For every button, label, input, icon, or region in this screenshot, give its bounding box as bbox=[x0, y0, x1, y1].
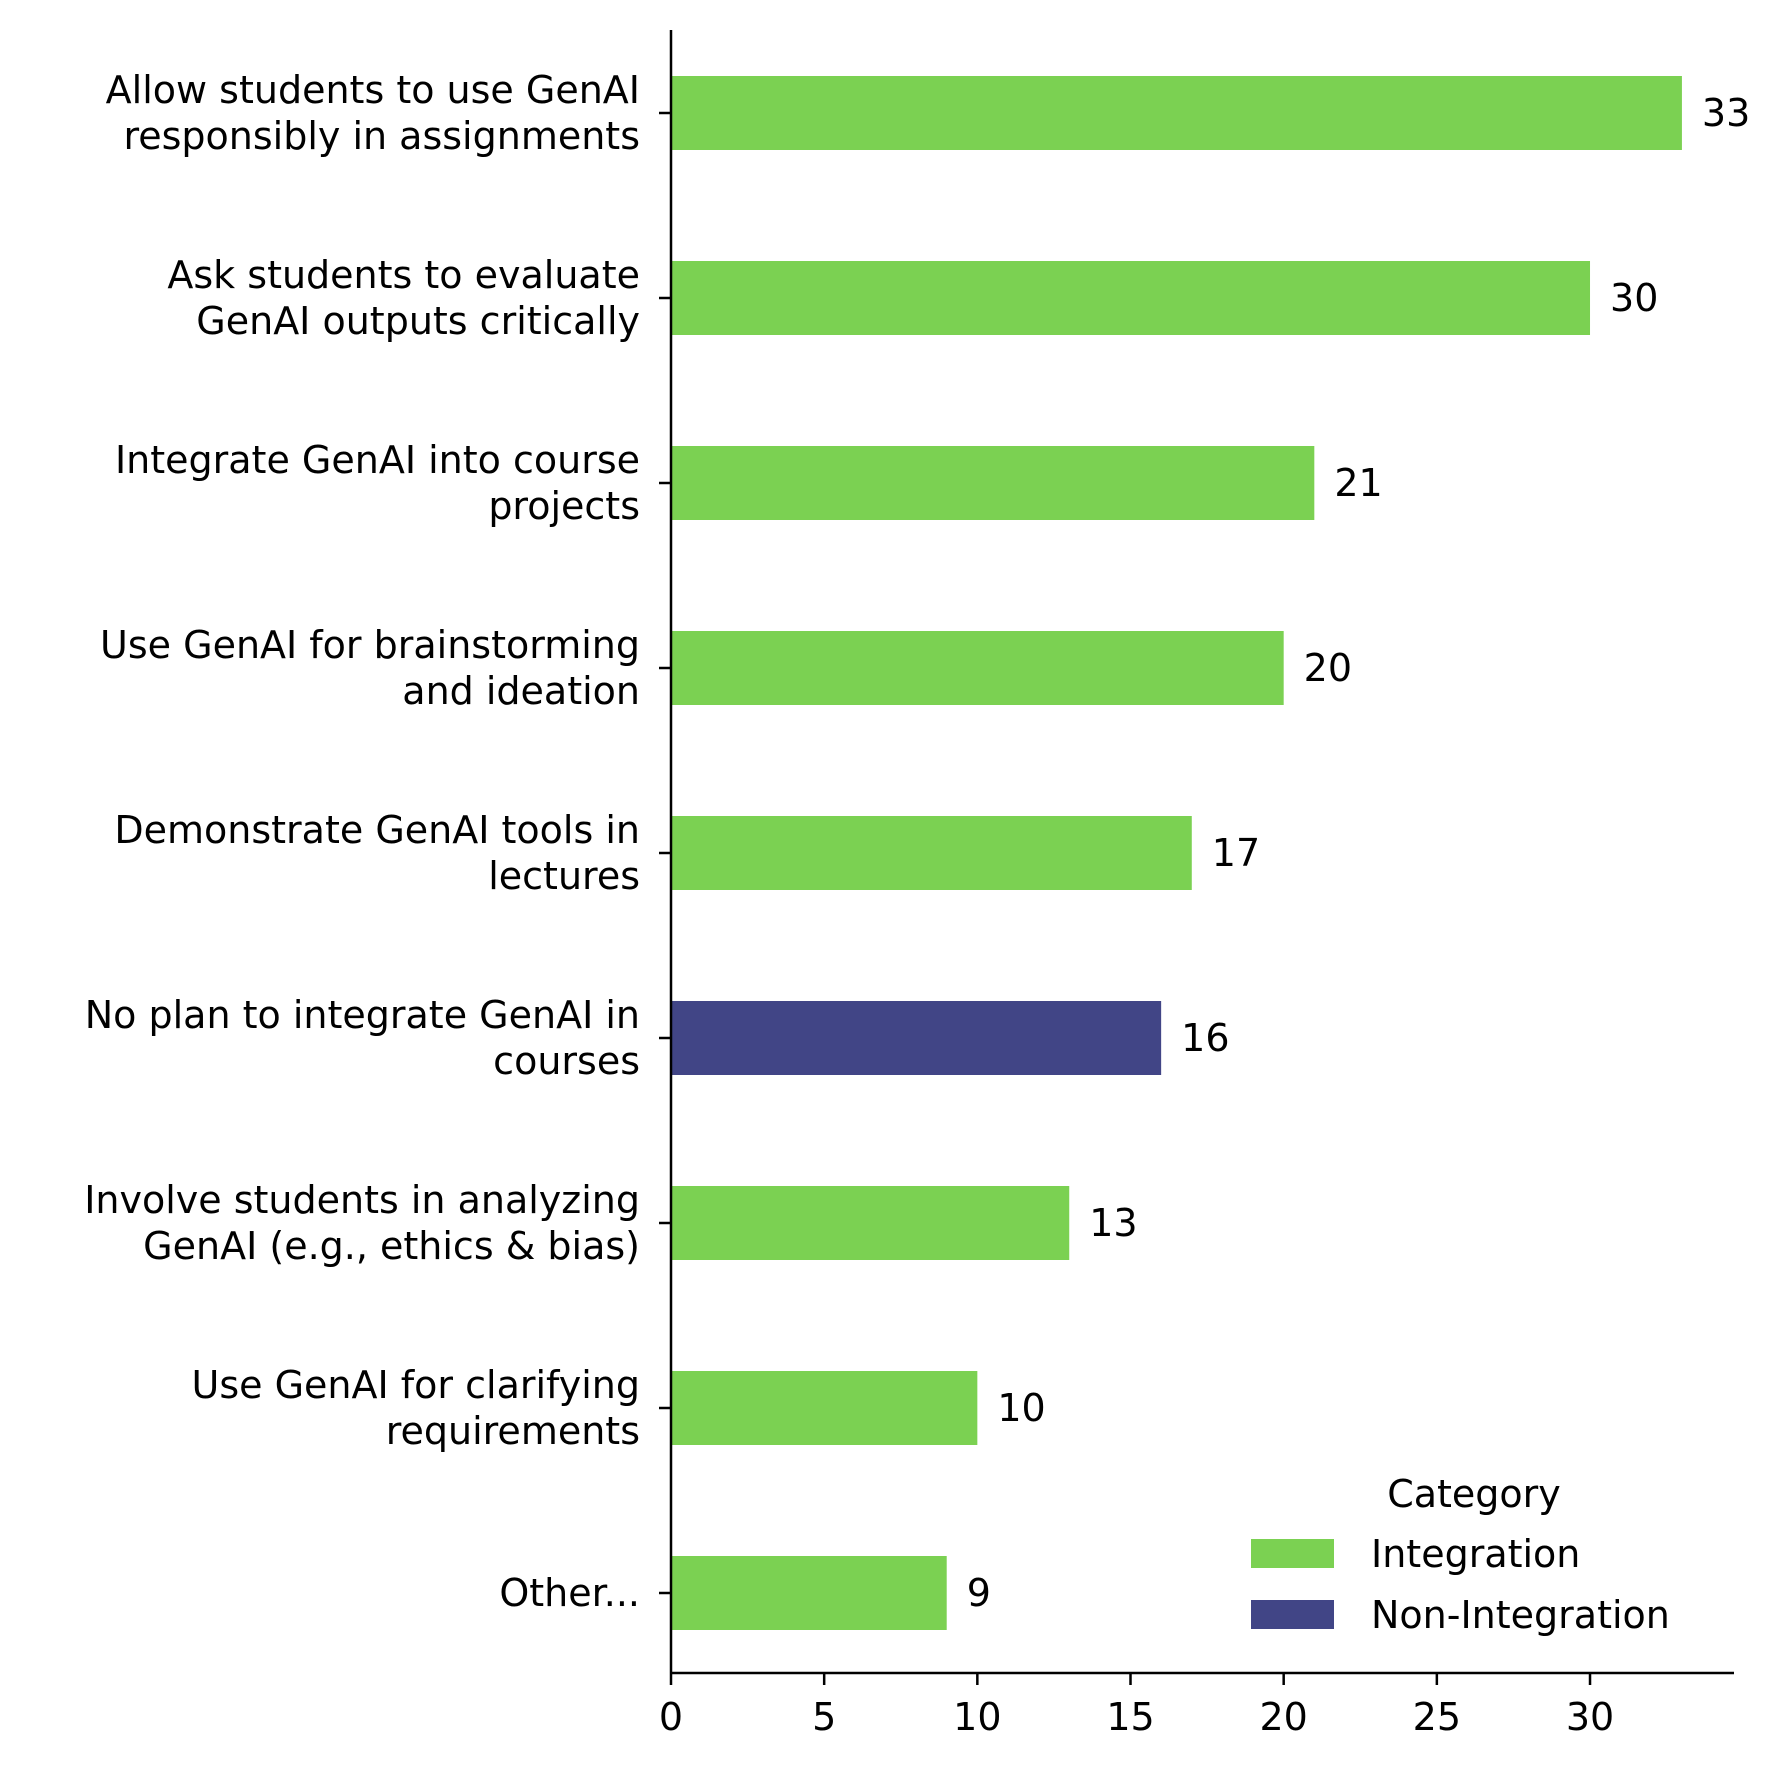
x-tick-label-0: 0 bbox=[659, 1695, 683, 1739]
x-tick-label-6: 30 bbox=[1566, 1695, 1614, 1739]
category-label-6-line-0: Involve students in analyzing bbox=[84, 1178, 640, 1222]
x-tick-label-5: 25 bbox=[1413, 1695, 1461, 1739]
x-tick-label-2: 10 bbox=[953, 1695, 1001, 1739]
category-label-1-line-0: Ask students to evaluate bbox=[167, 253, 640, 297]
category-label-5-line-0: No plan to integrate GenAI in bbox=[85, 993, 640, 1037]
bar-1 bbox=[671, 261, 1591, 335]
value-label-5: 16 bbox=[1181, 1016, 1229, 1060]
bar-2 bbox=[671, 446, 1315, 520]
value-labels-group: 33 30 21 20 17 16 13 10 9 bbox=[967, 91, 1751, 1615]
category-label-0-line-1: responsibly in assignments bbox=[123, 114, 640, 158]
x-tick-label-4: 20 bbox=[1260, 1695, 1308, 1739]
value-label-7: 10 bbox=[997, 1386, 1045, 1430]
category-label-2-line-1: projects bbox=[488, 484, 640, 528]
bar-8 bbox=[671, 1556, 947, 1630]
category-label-0-line-0: Allow students to use GenAI bbox=[106, 68, 640, 112]
legend-swatch-non-integration bbox=[1251, 1600, 1334, 1629]
bar-5 bbox=[671, 1001, 1162, 1075]
x-tick-label-1: 5 bbox=[812, 1695, 836, 1739]
category-label-3-line-0: Use GenAI for brainstorming bbox=[100, 623, 640, 667]
category-label-7-line-0: Use GenAI for clarifying bbox=[192, 1363, 640, 1407]
bars-group bbox=[671, 76, 1682, 1630]
category-label-5-line-1: courses bbox=[493, 1039, 640, 1083]
legend-label-non-integration: Non-Integration bbox=[1371, 1593, 1670, 1637]
category-label-4-line-1: lectures bbox=[488, 854, 640, 898]
legend-swatch-integration bbox=[1251, 1539, 1334, 1568]
legend-label-integration: Integration bbox=[1371, 1532, 1580, 1576]
value-label-4: 17 bbox=[1212, 831, 1260, 875]
category-label-4-line-0: Demonstrate GenAI tools in bbox=[114, 808, 640, 852]
category-label-3-line-1: and ideation bbox=[402, 669, 640, 713]
bar-3 bbox=[671, 631, 1284, 705]
x-axis: 0 5 10 15 20 25 30 bbox=[659, 1671, 1734, 1739]
value-label-6: 13 bbox=[1089, 1201, 1137, 1245]
category-label-8: Other... bbox=[499, 1571, 640, 1615]
value-label-1: 30 bbox=[1610, 276, 1658, 320]
value-label-8: 9 bbox=[967, 1571, 991, 1615]
value-label-0: 33 bbox=[1702, 91, 1750, 135]
category-label-7-line-1: requirements bbox=[386, 1409, 640, 1453]
value-label-2: 21 bbox=[1334, 461, 1382, 505]
value-label-3: 20 bbox=[1304, 646, 1352, 690]
category-label-2-line-0: Integrate GenAI into course bbox=[115, 438, 640, 482]
bar-6 bbox=[671, 1186, 1070, 1260]
category-label-1-line-1: GenAI outputs critically bbox=[196, 299, 640, 343]
bar-0 bbox=[671, 76, 1682, 150]
bar-4 bbox=[671, 816, 1192, 890]
bar-7 bbox=[671, 1371, 978, 1445]
x-tick-label-3: 15 bbox=[1106, 1695, 1154, 1739]
legend-title: Category bbox=[1387, 1472, 1561, 1516]
category-label-6-line-1: GenAI (e.g., ethics & bias) bbox=[143, 1224, 640, 1268]
legend: Category Integration Non-Integration bbox=[1251, 1472, 1670, 1637]
